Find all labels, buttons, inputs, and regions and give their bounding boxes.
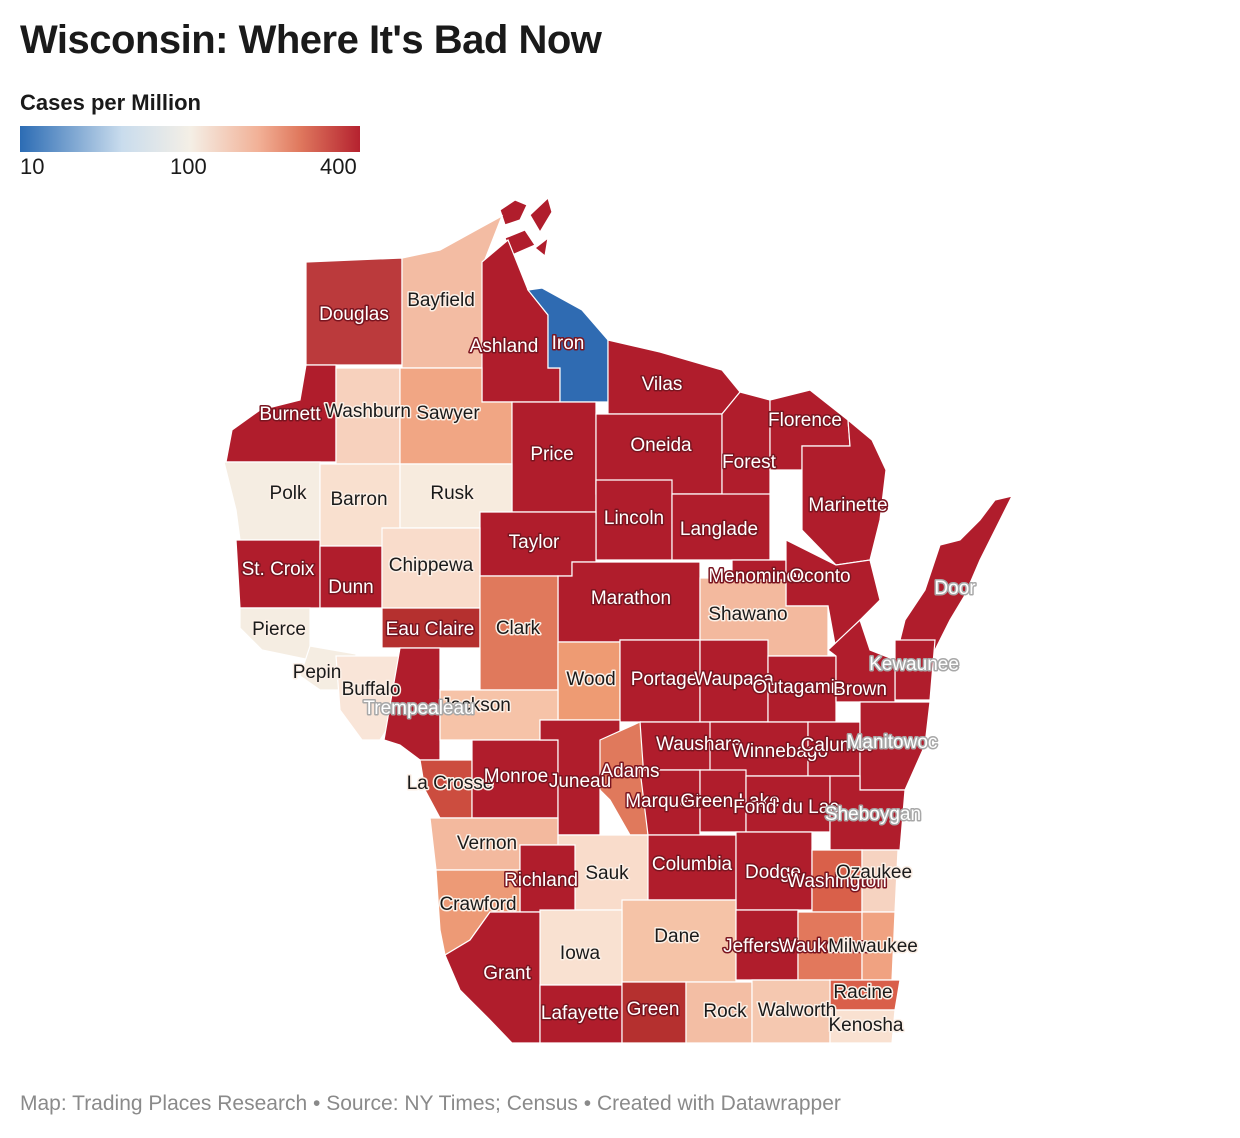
county-label-dodge: Dodge xyxy=(745,862,801,883)
county-label-green-lake: Green Lake xyxy=(680,791,779,812)
county-label-chippewa: Chippewa xyxy=(389,555,474,576)
county-label-shawano: Shawano xyxy=(708,604,787,625)
legend-title: Cases per Million xyxy=(20,90,201,115)
county-label-outagamie: Outagamie xyxy=(753,677,846,698)
county-label-price: Price xyxy=(530,444,573,465)
county-label-racine: Racine xyxy=(833,982,892,1003)
county-label-lincoln: Lincoln xyxy=(604,508,664,529)
county-label-ozaukee: Ozaukee xyxy=(836,862,912,883)
legend-tick-min: 10 xyxy=(20,154,45,179)
county-label-crawford: Crawford xyxy=(439,894,516,915)
county-label-milwaukee: Milwaukee xyxy=(828,936,918,957)
footer-credits: Map: Trading Places Research • Source: N… xyxy=(20,1092,841,1116)
county-label-la-crosse: La Crosse xyxy=(407,773,494,794)
county-label-jefferson: Jefferson xyxy=(723,936,801,957)
county-label-vilas: Vilas xyxy=(642,374,683,395)
legend-color-scale xyxy=(20,126,360,152)
county-label-burnett: Burnett xyxy=(259,404,321,425)
county-label-rock: Rock xyxy=(703,1001,747,1022)
county-label-portage: Portage xyxy=(631,669,698,690)
county-label-pierce: Pierce xyxy=(252,619,306,640)
county-label-sauk: Sauk xyxy=(585,863,629,884)
county-label-ashland: Ashland xyxy=(470,336,539,357)
county-label-fond-du-lac: Fond du Lac xyxy=(733,797,839,818)
county-label-washington: Washington xyxy=(787,871,887,892)
county-label-iowa: Iowa xyxy=(560,943,601,964)
county-label-manitowoc: Manitowoc xyxy=(847,732,938,753)
county-shape-forest[interactable] xyxy=(721,391,771,501)
legend-tick-max: 400 xyxy=(320,154,357,179)
county-label-green: Green xyxy=(627,999,680,1020)
county-label-marathon: Marathon xyxy=(591,588,671,609)
county-label-pepin: Pepin xyxy=(293,662,342,683)
county-label-wood: Wood xyxy=(566,669,615,690)
footer-separator-2: • xyxy=(583,1092,592,1115)
county-label-columbia: Columbia xyxy=(652,854,733,875)
county-label-kewaunee: Kewaunee xyxy=(869,654,959,675)
county-label-iron: Iron xyxy=(552,333,585,354)
footer-map-credit: Map: Trading Places Research xyxy=(20,1092,308,1115)
map-title: Wisconsin: Where It's Bad Now xyxy=(20,18,602,62)
county-shape-door[interactable] xyxy=(894,495,1014,661)
county-label-douglas: Douglas xyxy=(319,304,389,325)
county-label-st-croix: St. Croix xyxy=(242,559,315,580)
county-shape-kenosha[interactable] xyxy=(829,1009,896,1044)
county-label-calumet: Calumet xyxy=(801,735,872,756)
county-label-barron: Barron xyxy=(330,489,387,510)
county-label-winnebago: Winnebago xyxy=(732,741,828,762)
county-label-vernon: Vernon xyxy=(457,833,517,854)
county-label-juneau: Juneau xyxy=(549,771,611,792)
county-label-oconto: Oconto xyxy=(789,566,850,587)
county-label-trempealeau: Trempealeau xyxy=(363,698,474,719)
footer-created-with: Created with Datawrapper xyxy=(596,1092,841,1115)
county-label-lafayette: Lafayette xyxy=(541,1003,619,1024)
county-label-bayfield: Bayfield xyxy=(407,290,475,311)
county-label-polk: Polk xyxy=(270,483,307,504)
county-label-taylor: Taylor xyxy=(509,532,560,553)
county-shape-brown[interactable] xyxy=(827,618,896,703)
county-label-eau-claire: Eau Claire xyxy=(386,619,475,640)
county-label-marquette: Marquette xyxy=(625,791,711,812)
county-label-dane: Dane xyxy=(654,926,699,947)
county-label-richland: Richland xyxy=(504,870,578,891)
county-label-waushara: Waushara xyxy=(656,734,742,755)
county-label-grant: Grant xyxy=(483,963,531,984)
county-label-door: Door xyxy=(934,578,976,599)
footer-separator-1: • xyxy=(312,1092,321,1115)
county-label-menominee: Menominee xyxy=(708,566,807,587)
county-shape-apostle-islands[interactable] xyxy=(499,196,553,258)
county-label-jackson: Jackson xyxy=(441,695,511,716)
county-label-monroe: Monroe xyxy=(484,766,548,787)
county-label-kenosha: Kenosha xyxy=(828,1015,903,1036)
county-label-marinette: Marinette xyxy=(808,495,887,516)
county-label-waupaca: Waupaca xyxy=(694,669,774,690)
county-label-oneida: Oneida xyxy=(630,435,692,456)
footer-source: Source: NY Times; Census xyxy=(326,1092,578,1115)
legend-tick-mid: 100 xyxy=(170,154,207,179)
county-label-langlade: Langlade xyxy=(680,519,758,540)
county-label-washburn: Washburn xyxy=(325,401,411,422)
county-label-brown: Brown xyxy=(833,679,887,700)
county-label-dunn: Dunn xyxy=(328,577,373,598)
county-shape-pierce[interactable] xyxy=(239,607,311,661)
county-label-waukesha: Waukesha xyxy=(778,936,867,957)
county-label-forest: Forest xyxy=(722,452,777,473)
county-shape-marinette[interactable] xyxy=(801,418,887,566)
county-label-florence: Florence xyxy=(768,410,842,431)
county-label-clark: Clark xyxy=(496,618,541,639)
county-label-adams: Adams xyxy=(600,761,659,782)
county-label-buffalo: Buffalo xyxy=(342,679,401,700)
county-label-sawyer: Sawyer xyxy=(416,403,480,424)
county-shape-manitowoc[interactable] xyxy=(859,701,931,791)
county-label-walworth: Walworth xyxy=(758,1000,836,1021)
county-label-rusk: Rusk xyxy=(430,483,474,504)
county-label-sheboygan: Sheboygan xyxy=(825,804,921,825)
